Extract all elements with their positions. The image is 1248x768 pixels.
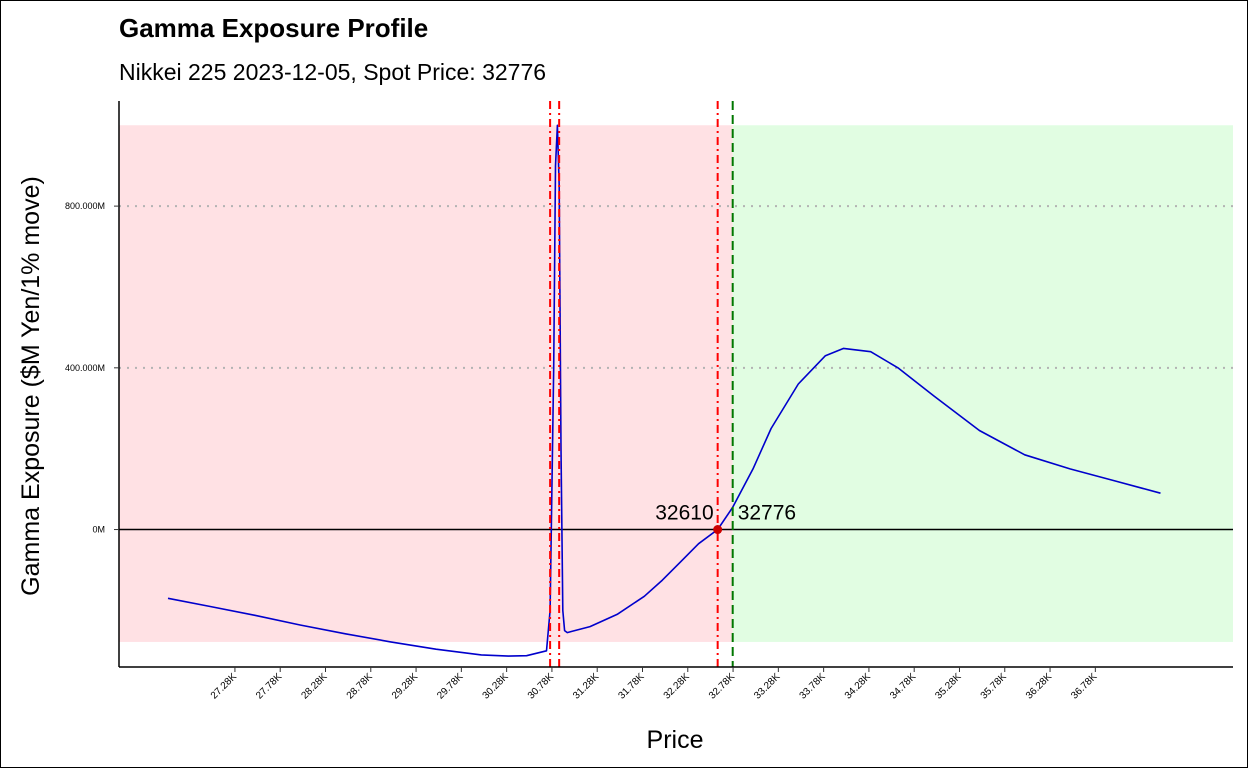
- x-tick-label: 35.78K: [979, 671, 1009, 701]
- x-tick-label: 32.78K: [707, 671, 737, 701]
- x-tick-label: 28.28K: [299, 671, 329, 701]
- chart-title: Gamma Exposure Profile: [119, 13, 429, 43]
- shaded-region-1: [732, 125, 1233, 642]
- annotation-label-0: 32610: [655, 502, 713, 525]
- x-axis-title: Price: [647, 726, 704, 754]
- flip-point-marker: [713, 525, 723, 535]
- x-tick-label: 32.28K: [662, 671, 692, 701]
- x-tick-label: 29.28K: [390, 671, 420, 701]
- x-tick-label: 30.78K: [526, 671, 556, 701]
- x-tick-label: 28.78K: [345, 671, 375, 701]
- chart-subtitle: Nikkei 225 2023-12-05, Spot Price: 32776: [119, 59, 547, 85]
- x-tick-label: 34.28K: [843, 671, 873, 701]
- y-tick-label: 400.000M: [65, 363, 105, 373]
- x-tick-label: 31.78K: [616, 671, 646, 701]
- x-tick-label: 33.78K: [798, 671, 828, 701]
- x-tick-label: 36.28K: [1024, 671, 1054, 701]
- annotation-label-1: 32776: [738, 502, 796, 525]
- y-tick-label: 800.000M: [65, 201, 105, 211]
- x-tick-label: 34.78K: [888, 671, 918, 701]
- x-tick-label: 27.28K: [209, 671, 239, 701]
- x-tick-label: 36.78K: [1069, 671, 1099, 701]
- x-tick-label: 33.28K: [752, 671, 782, 701]
- x-tick-label: 35.28K: [933, 671, 963, 701]
- y-axis-title: Gamma Exposure ($M Yen/1% move): [17, 176, 45, 596]
- x-tick-label: 27.78K: [254, 671, 284, 701]
- shaded-region-0: [119, 125, 733, 642]
- x-tick-label: 29.78K: [435, 671, 465, 701]
- series-line-0: [167, 124, 1161, 657]
- y-tick-label: 0M: [92, 525, 105, 535]
- x-tick-label: 30.28K: [481, 671, 511, 701]
- x-tick-label: 31.28K: [571, 671, 601, 701]
